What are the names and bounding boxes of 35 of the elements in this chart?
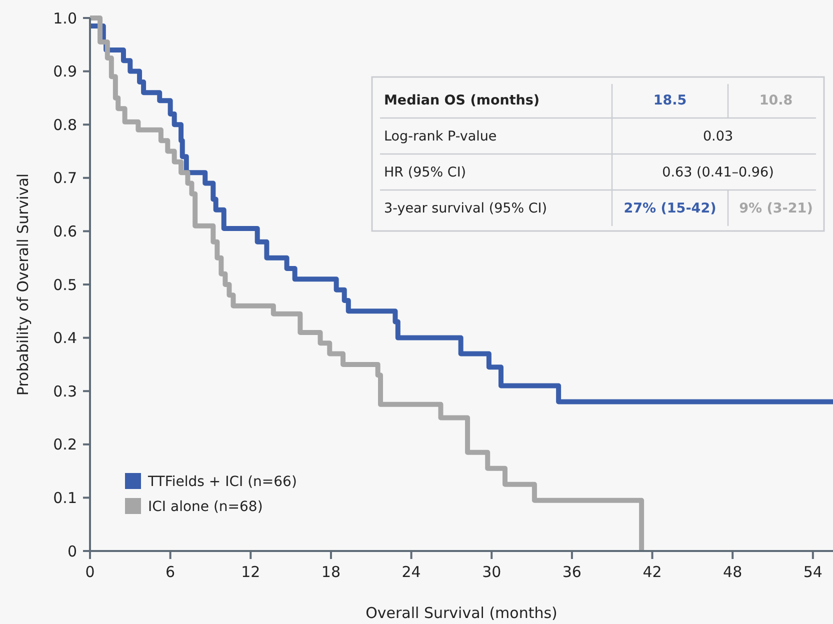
annotation: HR (95% CI) xyxy=(384,164,466,181)
x-tick-label: 42 xyxy=(642,563,662,581)
x-tick-label: 54 xyxy=(803,563,822,581)
y-tick-label: 0.6 xyxy=(53,222,77,240)
annotation: 9% (3-21) xyxy=(739,200,813,217)
y-tick-label: 1.0 xyxy=(53,9,77,28)
x-tick-label: 0 xyxy=(85,563,95,581)
annotation: 0.03 xyxy=(702,128,734,145)
x-tick-label: 48 xyxy=(723,563,742,581)
legend-label: ICI alone (n=68) xyxy=(148,498,263,515)
y-tick-label: 0.7 xyxy=(53,169,77,188)
y-tick-label: 0.5 xyxy=(53,276,77,294)
annotation: Median OS (months) xyxy=(384,92,540,109)
y-tick-label: 0 xyxy=(67,542,77,560)
y-axis-title: Probability of Overall Survival xyxy=(14,173,32,396)
x-tick-label: 12 xyxy=(241,563,260,581)
y-tick-label: 0.8 xyxy=(53,116,77,134)
x-tick-label: 18 xyxy=(321,563,341,581)
annotation: 0.63 (0.41–0.96) xyxy=(662,164,774,181)
y-tick-label: 0.3 xyxy=(53,382,77,400)
x-tick-label: 6 xyxy=(166,563,176,581)
x-axis-title: Overall Survival (months) xyxy=(366,604,558,622)
x-tick-label: 30 xyxy=(482,563,502,581)
y-tick-label: 0.1 xyxy=(53,488,77,507)
annotation: 10.8 xyxy=(759,92,793,109)
annotation: 3-year survival (95% CI) xyxy=(384,200,548,217)
annotation: 27% (15-42) xyxy=(624,200,716,217)
x-tick-label: 24 xyxy=(402,563,421,581)
y-tick-label: 0.9 xyxy=(53,62,77,81)
y-tick-label: 0.4 xyxy=(53,329,77,348)
y-tick-label: 0.2 xyxy=(53,436,77,454)
legend-label: TTFields + ICI (n=66) xyxy=(147,474,297,490)
x-tick-label: 36 xyxy=(562,563,582,581)
annotation: 18.5 xyxy=(653,92,687,109)
annotation: Log-rank P-value xyxy=(384,128,497,145)
